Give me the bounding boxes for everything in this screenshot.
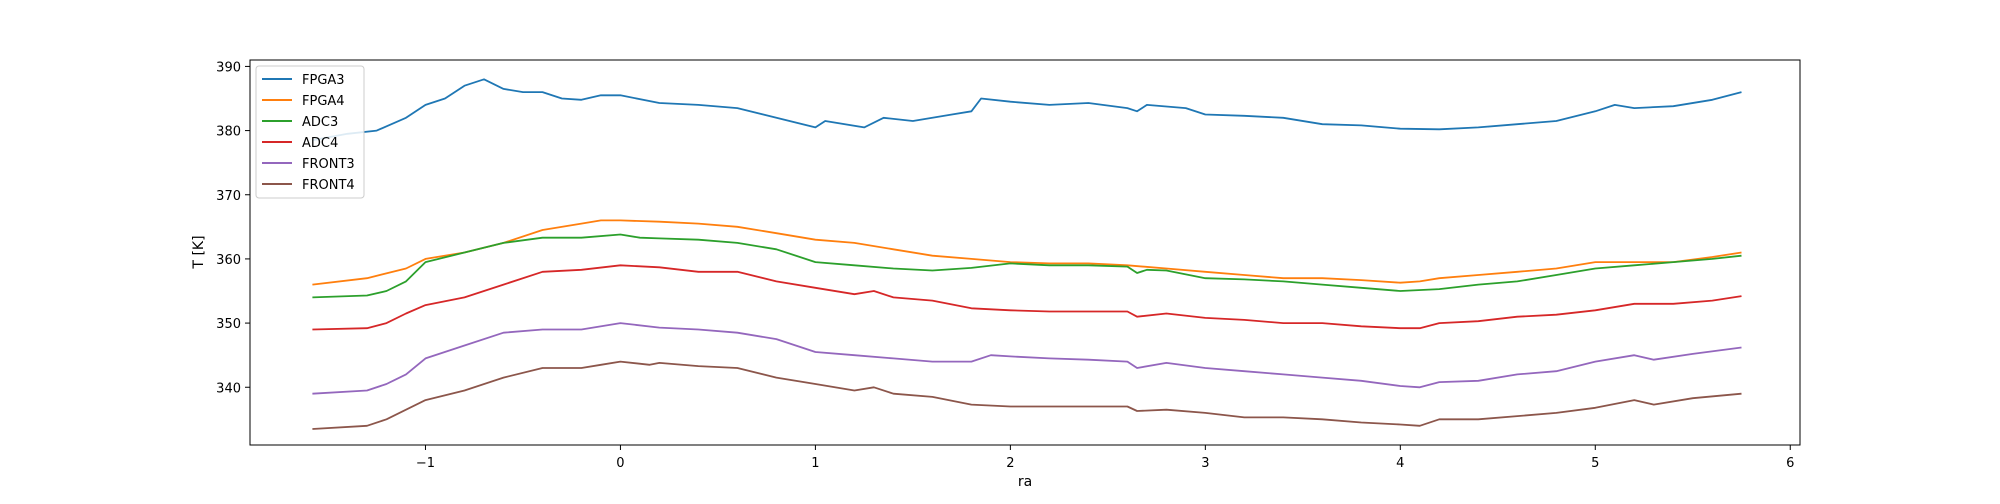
- y-axis-ticks: 340 350 360 370 380 390: [216, 60, 250, 396]
- series-line-front4: [312, 360, 1742, 430]
- legend-label-front4: FRONT4: [302, 178, 355, 193]
- y-tick-label: 380: [216, 125, 241, 140]
- series-line-front3: [312, 322, 1742, 395]
- y-tick-label: 360: [216, 253, 241, 268]
- x-axis-label: ra: [1018, 474, 1032, 490]
- y-axis-label: T [K]: [191, 235, 207, 269]
- x-tick-label: 6: [1786, 456, 1794, 471]
- legend-label-adc4: ADC4: [302, 136, 338, 151]
- series-line-adc4: [312, 264, 1742, 331]
- legend-label-front3: FRONT3: [302, 157, 355, 172]
- legend-label-fpga4: FPGA4: [302, 94, 345, 109]
- plot-area-background: [250, 60, 1800, 445]
- legend: FPGA3 FPGA4 ADC3 ADC4 FRONT3 FRONT4: [255, 65, 365, 199]
- x-tick-label: 2: [1006, 456, 1014, 471]
- x-tick-label: 5: [1591, 456, 1599, 471]
- x-tick-label: 3: [1201, 456, 1209, 471]
- x-tick-label: 0: [616, 456, 624, 471]
- series-line-fpga4: [312, 219, 1742, 286]
- y-tick-label: 340: [216, 381, 241, 396]
- x-tick-label: 1: [811, 456, 819, 471]
- y-tick-label: 370: [216, 189, 241, 204]
- series-lines: [312, 78, 1742, 430]
- legend-label-adc3: ADC3: [302, 115, 338, 130]
- y-tick-label: 350: [216, 317, 241, 332]
- legend-label-fpga3: FPGA3: [302, 73, 345, 88]
- x-tick-label: −1: [416, 456, 435, 471]
- series-line-adc3: [312, 233, 1742, 299]
- y-tick-label: 390: [216, 60, 241, 75]
- x-axis-ticks: −1 0 1 2 3 4 5 6: [416, 445, 1794, 471]
- x-tick-label: 4: [1396, 456, 1404, 471]
- plot-frame: [249, 59, 1801, 446]
- series-line-fpga3: [312, 78, 1742, 142]
